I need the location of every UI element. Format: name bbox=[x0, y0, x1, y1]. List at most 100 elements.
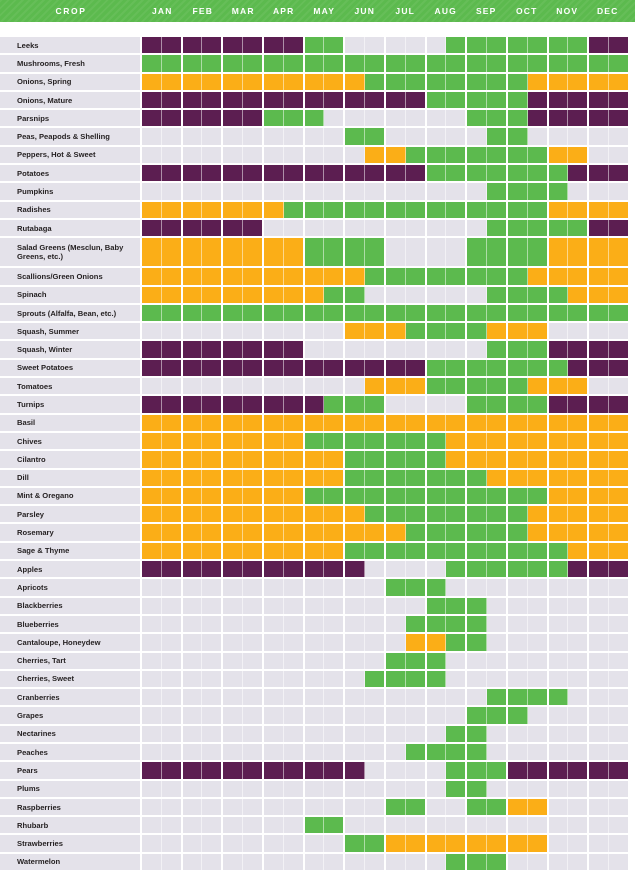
cell-nov-2 bbox=[568, 55, 590, 72]
cell-sep-1 bbox=[467, 414, 488, 431]
month-header-nov: NOV bbox=[556, 6, 579, 16]
cell-may-2 bbox=[324, 780, 346, 797]
cell-feb-2 bbox=[202, 268, 224, 285]
cell-jun-1 bbox=[345, 165, 366, 182]
cell-nov-2 bbox=[568, 780, 590, 797]
cell-oct-2 bbox=[527, 55, 549, 72]
table-row: Cilantro bbox=[0, 451, 635, 470]
cell-mar-1 bbox=[223, 561, 244, 578]
cell-may-1 bbox=[304, 817, 325, 834]
cell-feb-1 bbox=[182, 487, 203, 505]
month-cells bbox=[142, 579, 628, 596]
cell-sep-1 bbox=[467, 615, 488, 633]
cell-nov-1 bbox=[548, 378, 569, 395]
cell-jan-1 bbox=[142, 73, 162, 90]
cell-aug-2 bbox=[446, 304, 468, 322]
cell-jan-1 bbox=[142, 615, 162, 633]
cell-dec-1 bbox=[589, 128, 610, 145]
cell-feb-1 bbox=[182, 652, 203, 669]
cell-mar-2 bbox=[243, 524, 264, 541]
cell-jul-1 bbox=[385, 304, 406, 322]
cell-aug-1 bbox=[426, 146, 447, 164]
cell-dec-2 bbox=[609, 165, 628, 182]
cell-oct-2 bbox=[527, 128, 549, 145]
table-row: Onions, Mature bbox=[0, 91, 635, 111]
cell-jul-1 bbox=[385, 579, 406, 596]
cell-sep-2 bbox=[487, 451, 508, 468]
cell-jan-1 bbox=[142, 725, 162, 742]
cell-sep-1 bbox=[467, 323, 488, 340]
cell-mar-2 bbox=[243, 762, 264, 779]
cell-sep-2 bbox=[487, 561, 508, 578]
month-header-feb: FEB bbox=[192, 6, 214, 16]
cell-jan-1 bbox=[142, 469, 162, 486]
cell-aug-2 bbox=[446, 524, 468, 541]
cell-feb-2 bbox=[202, 128, 224, 145]
cell-may-2 bbox=[324, 670, 346, 688]
cell-sep-2 bbox=[487, 73, 508, 90]
cell-aug-2 bbox=[446, 725, 468, 742]
table-row: Mushrooms, Fresh bbox=[0, 55, 635, 74]
crop-label: Rosemary bbox=[0, 524, 142, 541]
cell-jan-1 bbox=[142, 835, 162, 852]
cell-feb-2 bbox=[202, 286, 224, 303]
cell-jun-1 bbox=[345, 55, 366, 72]
cell-apr-1 bbox=[263, 762, 284, 779]
cell-jun-2 bbox=[365, 268, 386, 285]
cell-jul-1 bbox=[385, 469, 406, 486]
cell-feb-2 bbox=[202, 817, 224, 834]
cell-nov-1 bbox=[548, 469, 569, 486]
cell-sep-1 bbox=[467, 725, 488, 742]
cell-jul-2 bbox=[405, 268, 427, 285]
cell-apr-1 bbox=[263, 524, 284, 541]
cell-apr-2 bbox=[283, 201, 305, 218]
cell-aug-2 bbox=[446, 73, 468, 90]
cell-may-1 bbox=[304, 853, 325, 871]
cell-apr-1 bbox=[263, 634, 284, 651]
cell-jun-2 bbox=[365, 487, 386, 505]
cell-nov-1 bbox=[548, 73, 569, 90]
cell-aug-2 bbox=[446, 506, 468, 523]
cell-jun-2 bbox=[365, 780, 386, 797]
cell-dec-1 bbox=[589, 451, 610, 468]
cell-jan-2 bbox=[161, 780, 183, 797]
cell-oct-1 bbox=[507, 378, 528, 395]
cell-mar-1 bbox=[223, 304, 244, 322]
cell-dec-1 bbox=[589, 146, 610, 164]
month-header-oct: OCT bbox=[515, 6, 538, 16]
crop-label: Scallions/Green Onions bbox=[0, 268, 142, 285]
cell-aug-1 bbox=[426, 55, 447, 72]
cell-jun-2 bbox=[365, 762, 386, 779]
cell-apr-1 bbox=[263, 414, 284, 431]
cell-oct-2 bbox=[527, 615, 549, 633]
crop-label: Dill bbox=[0, 469, 142, 486]
cell-jan-2 bbox=[161, 561, 183, 578]
cell-jan-1 bbox=[142, 37, 162, 54]
cell-may-1 bbox=[304, 219, 325, 237]
cell-jun-1 bbox=[345, 183, 366, 200]
cell-aug-2 bbox=[446, 219, 468, 237]
cell-may-1 bbox=[304, 201, 325, 218]
cell-dec-1 bbox=[589, 469, 610, 486]
cell-feb-1 bbox=[182, 73, 203, 90]
cell-may-1 bbox=[304, 396, 325, 413]
table-row: Peppers, Hot & Sweet bbox=[0, 146, 635, 166]
cell-apr-2 bbox=[283, 817, 305, 834]
cell-nov-2 bbox=[568, 506, 590, 523]
cell-may-1 bbox=[304, 597, 325, 614]
cell-jun-1 bbox=[345, 689, 366, 706]
cell-feb-1 bbox=[182, 165, 203, 182]
cell-oct-2 bbox=[527, 707, 549, 724]
cell-apr-2 bbox=[283, 634, 305, 651]
cell-nov-2 bbox=[568, 341, 590, 358]
cell-may-1 bbox=[304, 707, 325, 724]
cell-jun-2 bbox=[365, 743, 386, 761]
crop-label: Apples bbox=[0, 561, 142, 578]
cell-sep-2 bbox=[487, 542, 508, 560]
cell-apr-1 bbox=[263, 561, 284, 578]
cell-jan-2 bbox=[161, 743, 183, 761]
cell-apr-1 bbox=[263, 55, 284, 72]
cell-oct-2 bbox=[527, 37, 549, 54]
table-row: Onions, Spring bbox=[0, 73, 635, 92]
cell-may-1 bbox=[304, 110, 325, 127]
